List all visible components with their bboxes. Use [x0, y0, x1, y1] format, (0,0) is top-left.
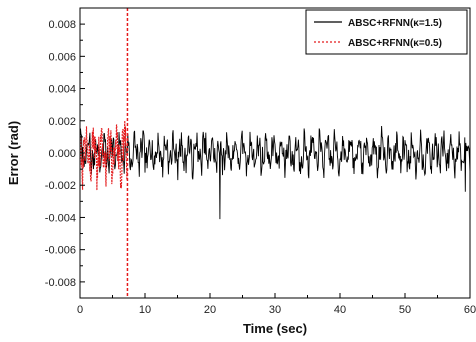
x-tick-label: 20 [204, 304, 216, 316]
y-tick-label: 0.008 [48, 19, 76, 31]
x-tick-label: 60 [464, 304, 476, 316]
y-tick-label: -0.004 [45, 212, 76, 224]
y-tick-label: 0.006 [48, 51, 76, 63]
y-tick-label: 0.002 [48, 116, 76, 128]
x-tick-label: 40 [334, 304, 346, 316]
x-axis-title: Time (sec) [243, 321, 307, 336]
axis-ticks: 0 10 20 30 40 50 60 -0.008 -0.006 -0.004 -0.002 0.0… [45, 7, 476, 316]
series-layer [79, 120, 471, 220]
x-tick-label: 0 [77, 304, 83, 316]
legend-label-kappa-1-5: ABSC+RFNN(κ=1.5) [348, 18, 442, 29]
y-tick-label: -0.006 [45, 245, 76, 257]
series-line-kappa-1-5 [79, 125, 471, 220]
legend-label-kappa-0-5: ABSC+RFNN(κ=0.5) [348, 38, 442, 49]
y-tick-label: -0.008 [45, 277, 76, 289]
x-tick-label: 30 [269, 304, 281, 316]
y-tick-label: 0.004 [48, 84, 76, 96]
x-tick-label: 50 [399, 304, 411, 316]
y-tick-label: 0.000 [48, 148, 76, 160]
y-tick-label: -0.002 [45, 180, 76, 192]
x-tick-label: 10 [139, 304, 151, 316]
legend: ABSC+RFNN(κ=1.5) ABSC+RFNN(κ=0.5) [305, 9, 468, 55]
legend-box [305, 9, 468, 55]
series-line-kappa-0-5 [79, 120, 128, 191]
y-axis-title: Error (rad) [6, 121, 21, 185]
